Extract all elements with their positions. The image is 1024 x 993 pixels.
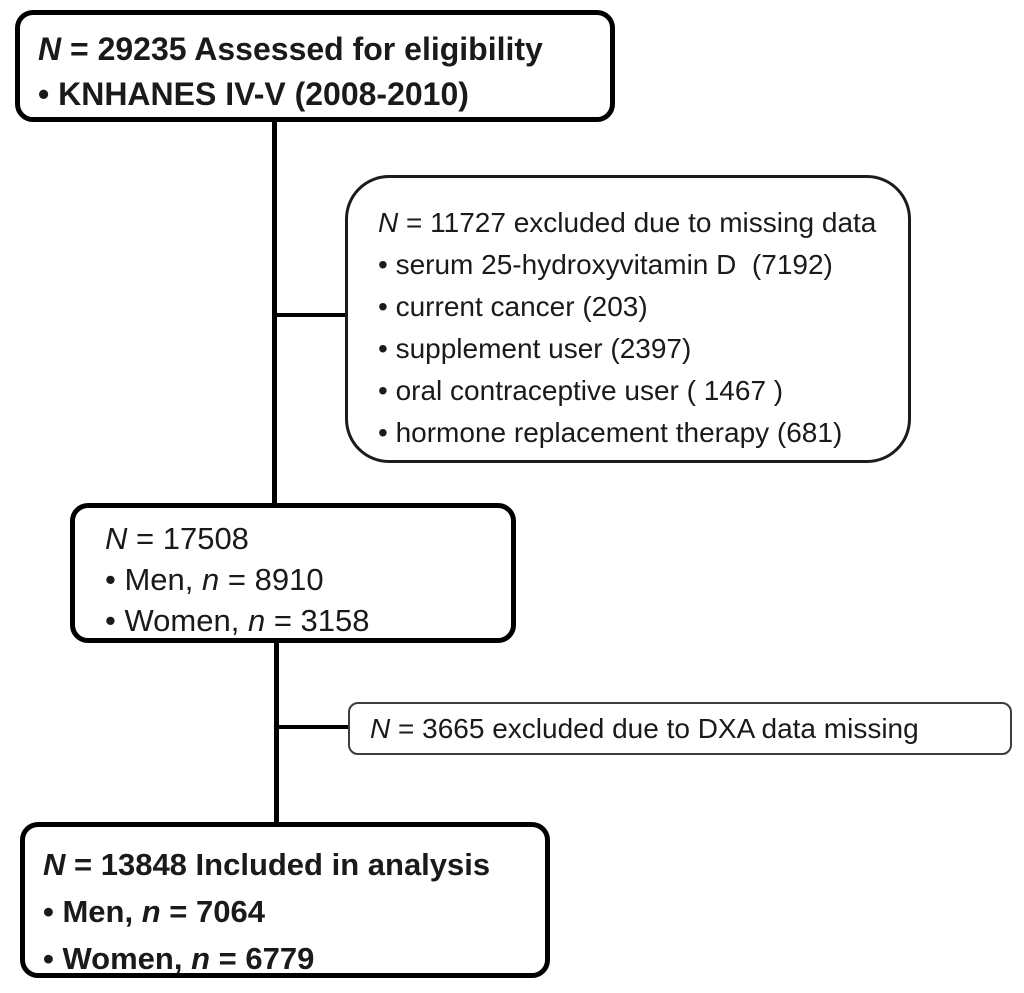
bullet-glyph: • [38, 76, 50, 112]
interim-headline: N = 17508 [105, 521, 249, 556]
eligibility-headline: N = 29235 Assessed for eligibility [38, 31, 543, 67]
box-excluded-dxa-missing: N = 3665 excluded due to DXA data missin… [348, 702, 1012, 755]
n-symbol: N [38, 31, 62, 67]
final-headline: N = 13848 Included in analysis [43, 847, 491, 882]
n-symbol: N [43, 847, 66, 882]
dxa-text: N = 3665 excluded due to DXA data missin… [370, 712, 919, 744]
box-assessed-for-eligibility: N = 29235 Assessed for eligibility • KNH… [15, 10, 615, 122]
box-included-in-analysis: N = 13848 Included in analysis • Men, n … [20, 822, 550, 978]
exclusion-bullet: • serum 25-hydroxyvitamin D (7192) [378, 249, 833, 280]
exclusion-bullet: • supplement user (2397) [378, 333, 692, 364]
box-excluded-missing-data: N = 11727 excluded due to missing data •… [345, 175, 911, 463]
connector-horizontal-dxa [277, 725, 350, 729]
bullet-glyph: • [43, 941, 54, 976]
box-interim-sample: N = 17508 • Men, n = 8910 • Women, n = 3… [70, 503, 516, 643]
eligibility-bullet: • KNHANES IV-V (2008-2010) [38, 76, 469, 112]
interim-men: • Men, n = 8910 [105, 562, 324, 597]
bullet-glyph: • [378, 333, 388, 364]
final-men: • Men, n = 7064 [43, 894, 265, 929]
n-symbol: N [378, 207, 399, 238]
n-symbol: n [191, 941, 211, 976]
bullet-glyph: • [378, 249, 388, 280]
interim-women: • Women, n = 3158 [105, 603, 370, 638]
connector-horizontal-exclusion [275, 313, 347, 317]
exclusion-bullet: • current cancer (203) [378, 291, 648, 322]
bullet-glyph: • [43, 894, 54, 929]
n-symbol: n [247, 603, 266, 638]
exclusion-bullet: • oral contraceptive user ( 1467 ) [378, 375, 784, 406]
n-symbol: N [370, 712, 391, 744]
exclusion-headline: N = 11727 excluded due to missing data [378, 207, 877, 238]
connector-vertical-bottom [274, 641, 279, 823]
connector-vertical-top [272, 120, 277, 503]
n-symbol: N [105, 521, 128, 556]
bullet-glyph: • [378, 291, 388, 322]
bullet-glyph: • [378, 375, 388, 406]
exclusion-bullet: • hormone replacement therapy (681) [378, 417, 843, 448]
n-symbol: n [141, 894, 161, 929]
bullet-glyph: • [378, 417, 388, 448]
n-symbol: n [202, 562, 220, 597]
bullet-glyph: • [105, 603, 116, 638]
bullet-glyph: • [105, 562, 116, 597]
final-women: • Women, n = 6779 [43, 941, 315, 976]
